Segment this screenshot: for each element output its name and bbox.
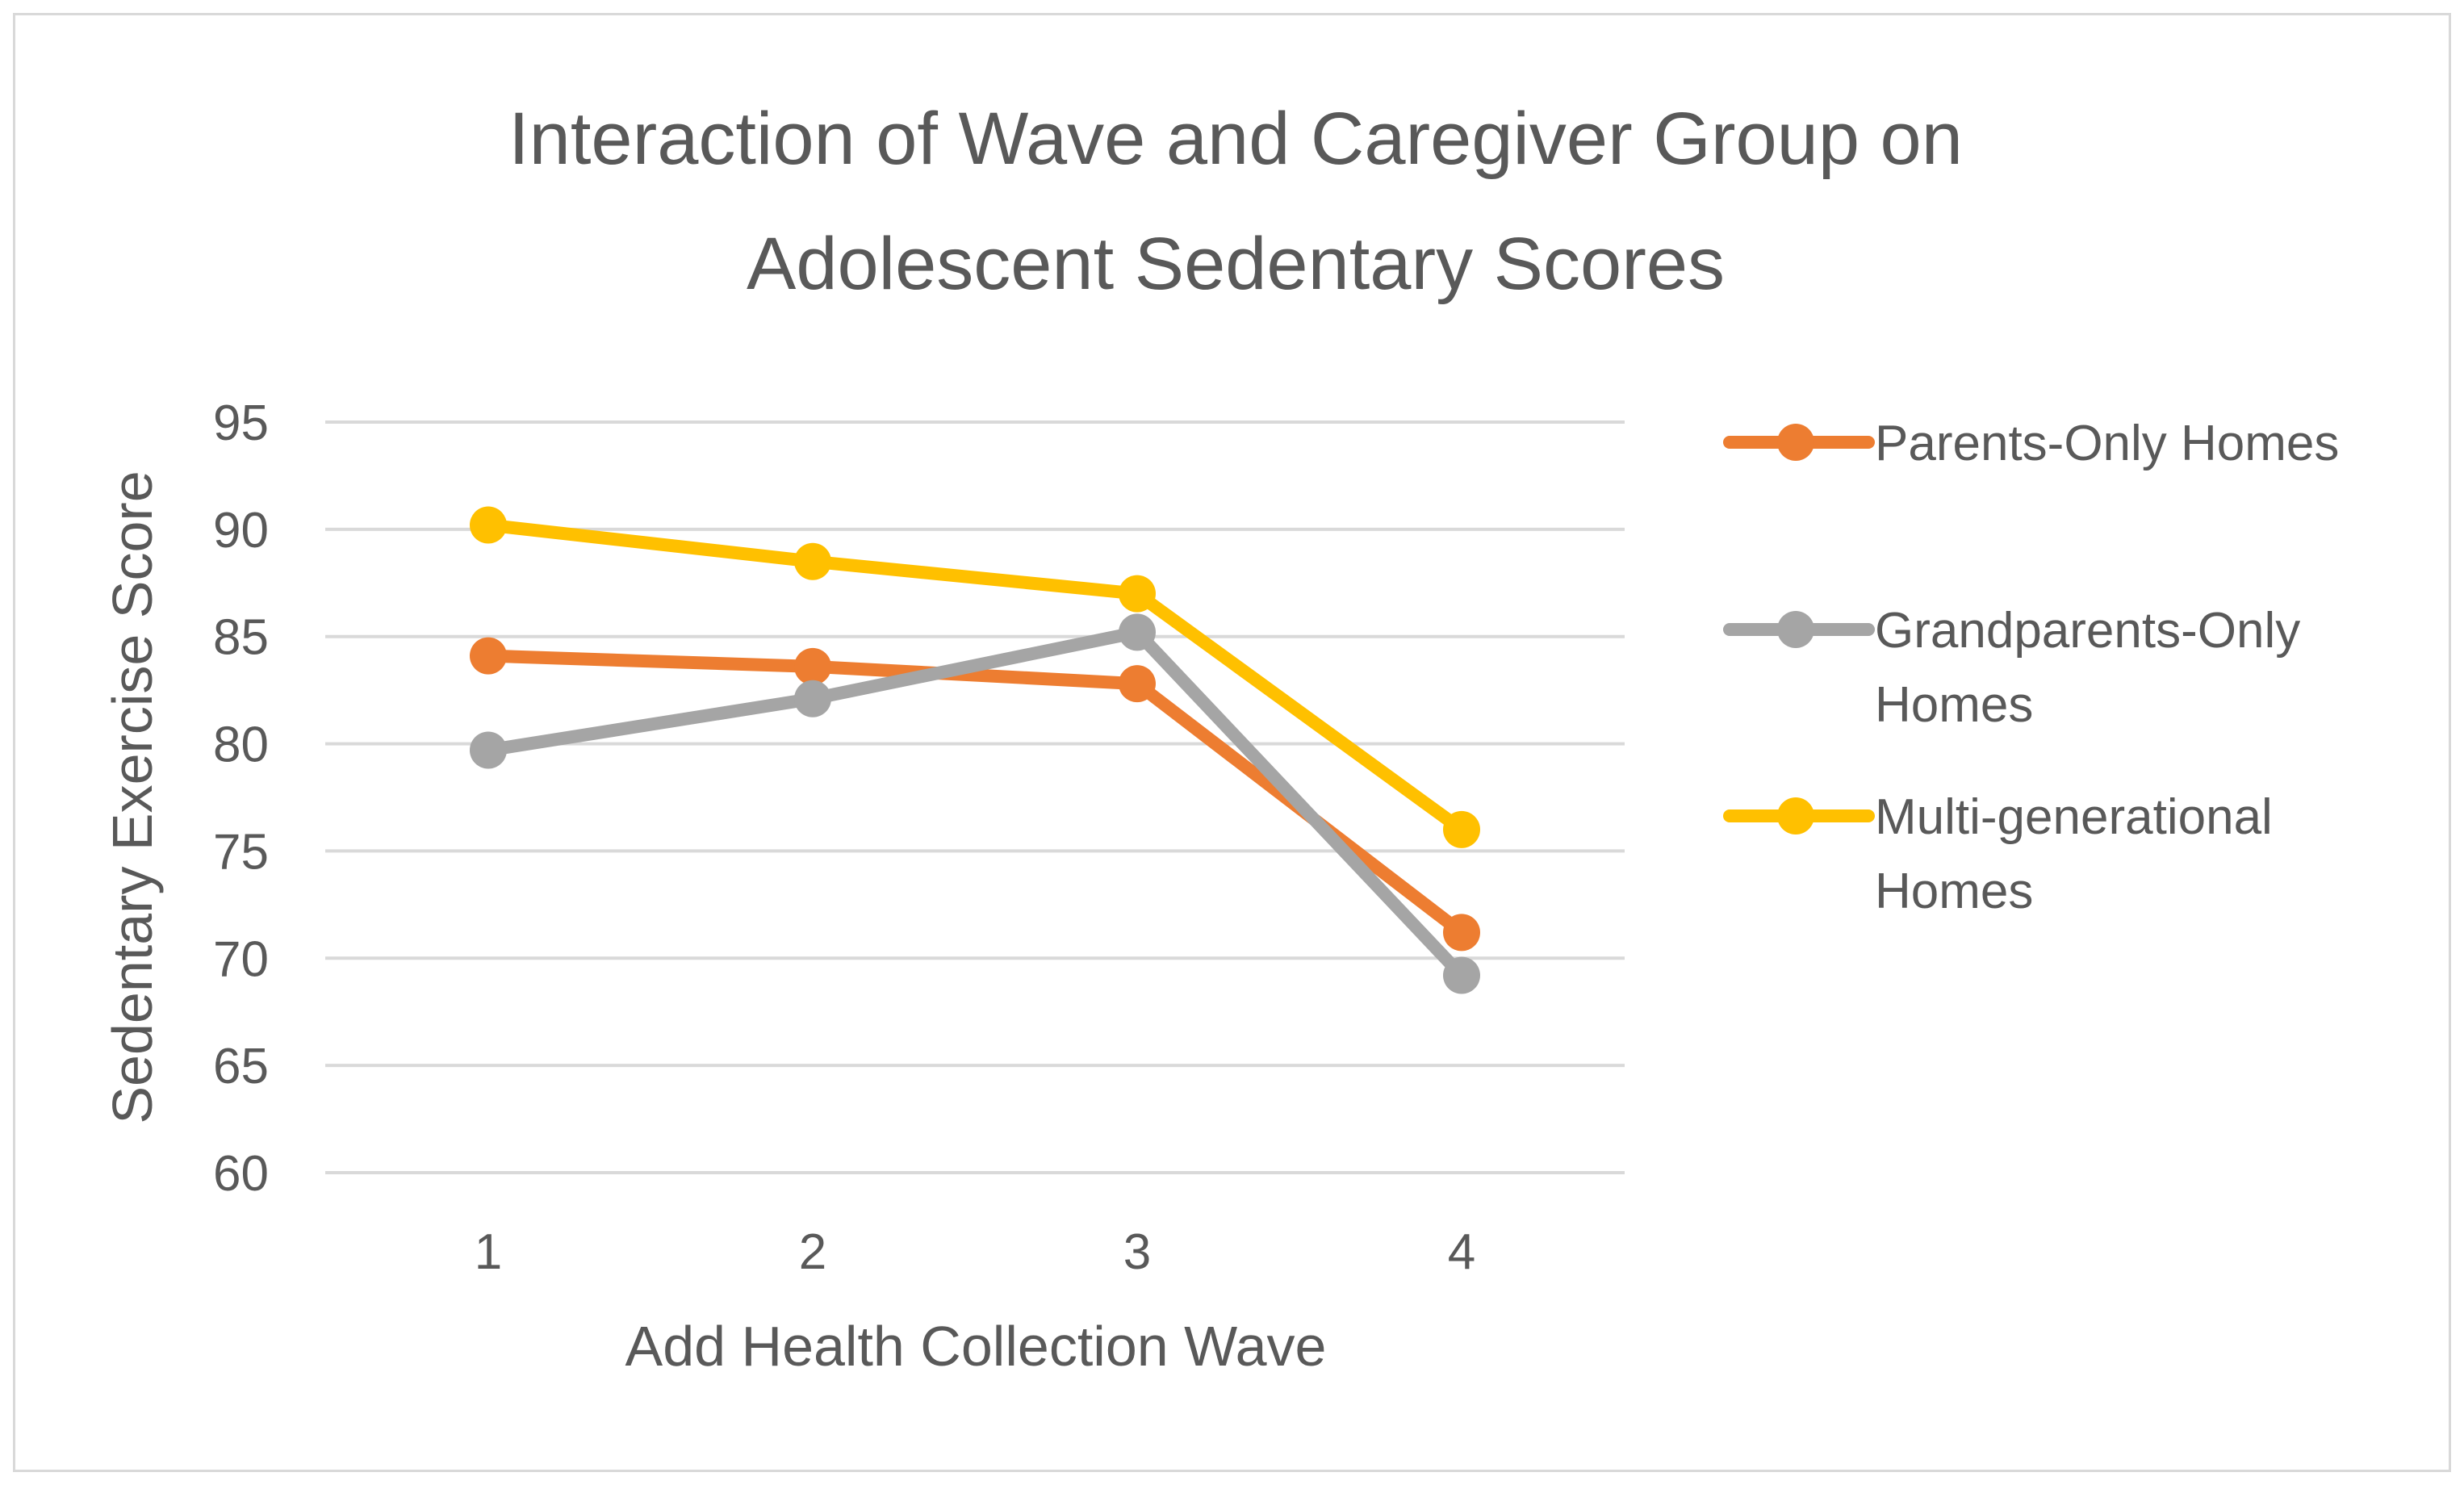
series-line	[482, 518, 1468, 836]
y-tick-label: 70	[213, 931, 269, 987]
x-tick-label: 1	[475, 1224, 502, 1280]
legend-label: Homes	[1875, 864, 2033, 919]
data-point	[1119, 665, 1156, 703]
legend: Parents-Only Homes Grandparents-Only Homes…	[1723, 416, 2339, 919]
legend-marker-swatch	[1777, 797, 1814, 835]
legend-label: Grandparents-Only	[1875, 603, 2300, 659]
chart-title: Interaction of Wave and Caregiver Group …	[508, 98, 1963, 305]
data-point	[794, 542, 831, 580]
y-tick-label: 65	[213, 1039, 269, 1094]
data-point	[470, 731, 507, 769]
y-axis-label: Sedentary Exercise Score	[101, 471, 164, 1123]
legend-item: Multi-generational Homes	[1723, 789, 2273, 919]
series-1	[470, 637, 1480, 952]
line-chart: Interaction of Wave and Caregiver Group …	[101, 98, 2339, 1378]
series	[470, 506, 1480, 994]
data-point	[794, 647, 831, 685]
legend-label: Homes	[1875, 677, 2033, 733]
series-line	[482, 625, 1468, 982]
data-point	[470, 506, 507, 544]
x-tick-label: 2	[799, 1224, 826, 1280]
legend-marker-swatch	[1777, 611, 1814, 648]
legend-item: Parents-Only Homes	[1723, 416, 2339, 471]
chart-title-line: Interaction of Wave and Caregiver Group …	[508, 98, 1963, 180]
data-point	[1119, 613, 1156, 651]
y-tick-label: 95	[213, 395, 269, 451]
legend-item: Grandparents-Only Homes	[1723, 603, 2300, 733]
x-tick-label: 3	[1123, 1224, 1151, 1280]
data-point	[1119, 575, 1156, 613]
data-point	[1443, 914, 1480, 952]
x-axis-ticks: 1 2 3 4	[475, 1224, 1475, 1280]
series-line	[482, 649, 1468, 939]
legend-label: Parents-Only Homes	[1875, 416, 2339, 471]
y-tick-label: 60	[213, 1146, 269, 1202]
series-3	[470, 506, 1480, 848]
y-tick-label: 85	[213, 610, 269, 666]
chart-frame: Interaction of Wave and Caregiver Group …	[13, 13, 2451, 1472]
chart-title-line: Adolescent Sedentary Scores	[747, 223, 1725, 305]
y-tick-label: 80	[213, 717, 269, 773]
x-tick-label: 4	[1448, 1224, 1475, 1280]
y-tick-label: 75	[213, 824, 269, 880]
x-axis-label: Add Health Collection Wave	[625, 1315, 1327, 1378]
legend-label: Multi-generational	[1875, 789, 2273, 845]
y-tick-label: 90	[213, 503, 269, 558]
data-point	[794, 680, 831, 717]
series-2	[470, 613, 1480, 994]
data-point	[470, 637, 507, 675]
data-point	[1443, 956, 1480, 994]
legend-marker-swatch	[1777, 424, 1814, 461]
y-axis-ticks: 60 65 70 75 80 85 90 95	[213, 395, 269, 1202]
data-point	[1443, 810, 1480, 848]
